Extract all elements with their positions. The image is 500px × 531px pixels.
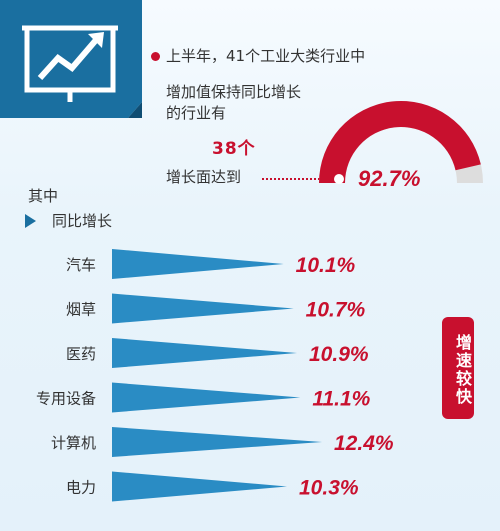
gauge-start-dot	[334, 174, 344, 184]
gauge-fill	[319, 101, 481, 183]
fast-growth-badge: 增速较快	[442, 317, 474, 419]
industry-count: 38个	[212, 139, 256, 159]
growth-bar-chart: 汽车 10.1% 烟草 10.7% 医药 10.9% 专用设备 11.1% 计算机 12.4% 电力…	[36, 249, 394, 502]
category-label: 计算机	[51, 434, 96, 452]
chart-growth-icon	[0, 0, 142, 118]
bar	[112, 338, 297, 368]
play-arrow-icon	[25, 214, 36, 228]
section-label-growth: 同比增长	[52, 212, 113, 230]
section-label-qizhong: 其中	[28, 187, 59, 205]
category-label: 专用设备	[36, 390, 96, 408]
value-label: 11.1%	[312, 388, 370, 411]
value-label: 10.3%	[299, 477, 359, 500]
gauge-value: 92.7%	[358, 166, 421, 191]
header-line2: 增加值保持同比增长	[166, 83, 302, 101]
bullet-dot	[151, 52, 160, 61]
category-label: 烟草	[66, 301, 96, 319]
header-line3: 的行业有	[166, 104, 227, 122]
header-line1: 上半年，41个工业大类行业中	[166, 47, 366, 65]
value-label: 10.9%	[309, 343, 369, 366]
bar	[112, 293, 294, 324]
bar	[112, 249, 284, 279]
bar	[112, 471, 287, 502]
header-line4: 增长面达到	[166, 168, 242, 186]
value-label: 10.1%	[296, 254, 356, 277]
bar	[112, 427, 322, 457]
dotted-leader	[262, 178, 340, 180]
category-label: 汽车	[66, 256, 96, 274]
bar	[112, 382, 301, 413]
category-label: 医药	[66, 345, 96, 363]
value-label: 10.7%	[306, 299, 366, 322]
category-label: 电力	[66, 479, 96, 497]
value-label: 12.4%	[334, 432, 394, 455]
growth-gauge	[319, 101, 483, 184]
